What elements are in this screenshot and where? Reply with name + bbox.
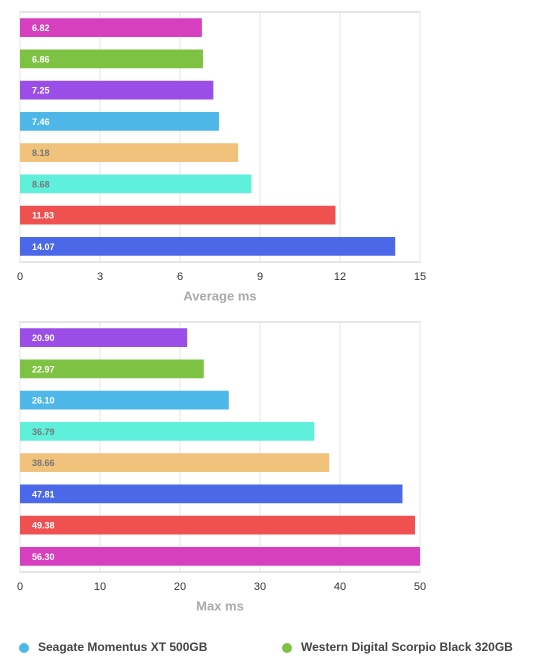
bar <box>20 547 420 566</box>
x-tick-label: 0 <box>17 271 23 283</box>
value-label: 47.81 <box>32 489 55 499</box>
value-label: 38.66 <box>32 458 55 468</box>
bars <box>20 18 396 256</box>
value-label: 22.97 <box>32 364 55 374</box>
legend-label: Western Digital Scorpio Black 320GB <box>301 640 513 654</box>
x-tick-label: 6 <box>177 271 183 283</box>
bar <box>20 174 252 194</box>
x-tick-label: 0 <box>17 581 23 593</box>
legend-swatch <box>19 643 29 653</box>
value-label: 56.30 <box>32 552 55 562</box>
bar <box>20 453 330 472</box>
value-label: 20.90 <box>32 333 55 343</box>
bars <box>20 328 420 566</box>
bar <box>20 484 403 504</box>
value-label: 49.38 <box>32 521 55 531</box>
x-tick-label: 10 <box>94 581 106 593</box>
value-label: 7.46 <box>32 117 50 127</box>
x-tick-label: 20 <box>174 581 186 593</box>
value-label: 36.79 <box>32 427 55 437</box>
bar <box>20 205 336 225</box>
value-label: 14.07 <box>32 242 55 252</box>
value-label: 11.83 <box>32 211 54 221</box>
x-tick-label: 50 <box>414 581 426 593</box>
x-tick-label: 3 <box>97 271 103 283</box>
bar <box>20 18 202 37</box>
bar <box>20 143 239 162</box>
bar <box>20 112 219 131</box>
x-tick-label: 15 <box>414 271 426 283</box>
value-label: 26.10 <box>32 396 55 406</box>
bar <box>20 80 214 100</box>
value-label: 7.25 <box>32 86 50 96</box>
value-label: 6.82 <box>32 23 50 33</box>
bar <box>20 237 396 256</box>
x-tick-label: 40 <box>334 581 346 593</box>
x-tick-label: 12 <box>334 271 346 283</box>
x-tick-label: 30 <box>254 581 266 593</box>
value-label: 8.68 <box>32 179 50 189</box>
bar <box>20 328 188 347</box>
bar <box>20 390 229 410</box>
bar <box>20 49 203 69</box>
x-tick-label: 9 <box>257 271 263 283</box>
x-axis-title: Max ms <box>196 598 244 613</box>
legend-label: Seagate Momentus XT 500GB <box>38 640 208 654</box>
value-label: 6.86 <box>32 54 50 64</box>
bar <box>20 359 204 379</box>
value-label: 8.18 <box>32 148 50 158</box>
x-axis-title: Average ms <box>183 288 256 303</box>
bar <box>20 422 315 441</box>
bar <box>20 515 416 535</box>
legend-swatch <box>282 643 292 653</box>
